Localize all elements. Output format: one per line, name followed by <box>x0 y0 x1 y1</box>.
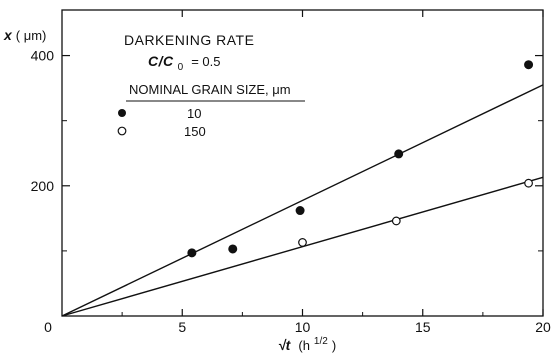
x-axis-label: √t (h 1/2 ) <box>278 331 336 354</box>
fit-line-series-10 <box>61 84 544 317</box>
y-axis-ticks: 200 400 <box>31 48 543 252</box>
fit-lines <box>61 84 544 317</box>
chart-subtitle: C/C 0 = 0.5 <box>148 53 220 74</box>
data-point-series-10 <box>524 60 534 70</box>
chart-title: DARKENING RATE <box>124 32 254 48</box>
data-points <box>187 60 534 258</box>
plot-frame <box>61 9 544 317</box>
x-tick-label: 10 <box>295 319 311 335</box>
x-axis-ticks: 5 10 15 20 <box>121 10 551 335</box>
data-point-series-150 <box>391 216 401 226</box>
data-point-series-10 <box>394 149 404 159</box>
legend: NOMINAL GRAIN SIZE, μm 10 150 <box>117 82 305 139</box>
legend-label-10: 10 <box>187 106 201 121</box>
y-tick-label: 200 <box>31 178 55 194</box>
data-point-series-10 <box>228 244 238 254</box>
data-point-series-150 <box>524 178 533 188</box>
data-point-series-10 <box>295 206 305 216</box>
x-tick-label: 20 <box>535 319 551 335</box>
origin-label: 0 <box>44 319 52 335</box>
y-axis-label: x ( μm) <box>3 27 46 44</box>
data-point-series-10 <box>187 248 197 258</box>
x-tick-label: 15 <box>415 319 431 335</box>
x-tick-label: 5 <box>178 319 186 335</box>
legend-marker-filled <box>118 109 126 117</box>
data-point-series-150 <box>298 238 307 247</box>
legend-marker-open <box>117 126 127 136</box>
y-tick-label: 400 <box>31 48 55 64</box>
legend-title: NOMINAL GRAIN SIZE, μm <box>129 82 291 97</box>
legend-label-150: 150 <box>184 124 206 139</box>
